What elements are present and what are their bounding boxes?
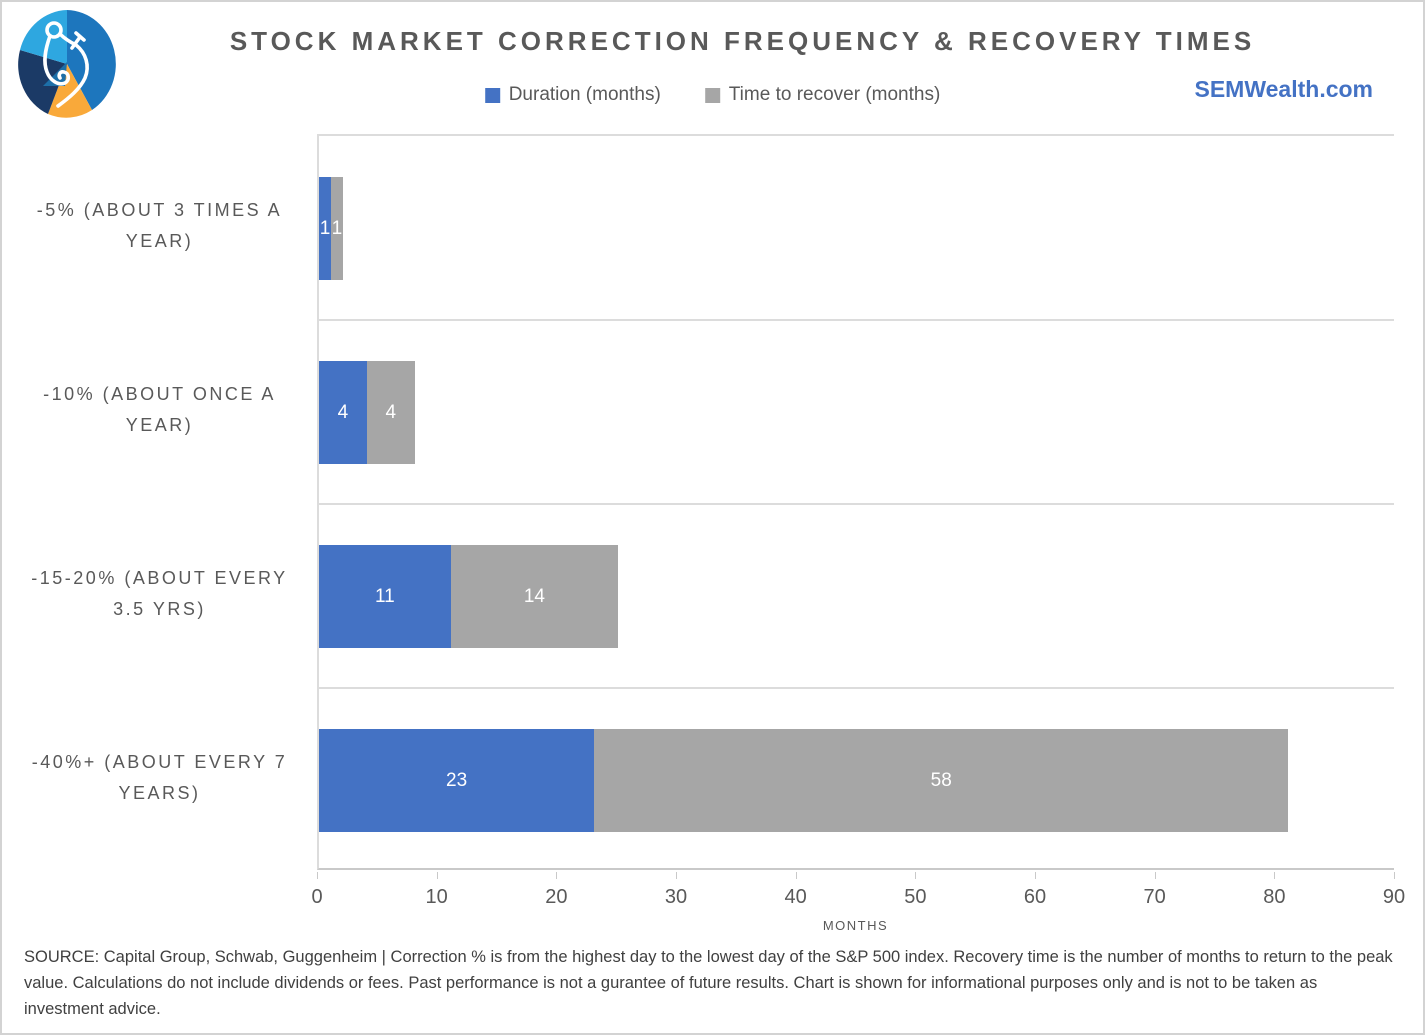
bar-value-label: 1 xyxy=(331,217,343,239)
bar-segment-duration: 4 xyxy=(319,360,367,464)
x-tick-label: 30 xyxy=(664,886,688,908)
plot-area: 1 1 4 4 11 14 23 58 xyxy=(317,134,1394,870)
bar-segment-time: 4 xyxy=(366,360,415,464)
row-separator xyxy=(319,687,1394,689)
x-tick xyxy=(676,872,677,879)
x-tick-label: 70 xyxy=(1143,886,1166,908)
calipers-outline xyxy=(43,21,89,108)
x-tick-label: 20 xyxy=(545,886,568,908)
x-tick-label: 0 xyxy=(311,886,323,908)
x-tick-label: 50 xyxy=(904,886,927,908)
bar-value-label: 11 xyxy=(374,585,395,607)
semwealth-link[interactable]: SEMWealth.com xyxy=(1194,76,1374,102)
bar-segment-time: 58 xyxy=(594,728,1289,832)
row-separator xyxy=(319,503,1394,505)
row-separator xyxy=(319,319,1394,321)
legend-item: Duration (months) xyxy=(484,84,661,106)
category-label: -15-20% (ABOUT EVERY 3.5 YRS) xyxy=(31,568,288,619)
bar-segment-time: 1 xyxy=(330,176,343,280)
x-tick xyxy=(1154,872,1156,879)
category-label: -10% (ABOUT ONCE A YEAR) xyxy=(43,384,276,435)
bar-row: 23 58 xyxy=(319,728,1289,832)
legend-swatch-icon xyxy=(484,87,500,103)
legend-label: Duration (months) xyxy=(508,84,661,105)
x-tick-label: 40 xyxy=(784,886,807,908)
x-tick-label: 90 xyxy=(1382,886,1406,908)
bar-value-label: 58 xyxy=(930,769,952,791)
x-tick xyxy=(317,872,318,879)
x-tick-label: 10 xyxy=(425,886,448,908)
chart-legend: Duration (months) Time to recover (months… xyxy=(484,84,941,106)
category-label: -40%+ (ABOUT EVERY 7 YEARS) xyxy=(31,752,288,803)
x-tick xyxy=(1274,872,1276,879)
bar-segment-duration: 1 xyxy=(319,176,331,280)
legend-swatch-icon xyxy=(704,87,720,103)
x-tick-label: 60 xyxy=(1023,886,1047,908)
page-title: STOCK MARKET CORRECTION FREQUENCY & RECO… xyxy=(229,26,1256,56)
x-tick xyxy=(1035,872,1036,879)
x-tick xyxy=(915,872,917,879)
bar-segment-time: 14 xyxy=(450,544,619,648)
bar-value-label: 4 xyxy=(337,401,349,423)
legend-label: Time to recover (months) xyxy=(728,84,941,105)
bar-segment-duration: 11 xyxy=(319,544,451,648)
source-note: SOURCE: Capital Group, Schwab, Guggenhei… xyxy=(24,948,1393,1018)
x-tick xyxy=(436,872,438,879)
x-tick xyxy=(1394,872,1395,879)
bar-value-label: 14 xyxy=(523,585,545,607)
x-tick xyxy=(556,872,558,879)
x-tick xyxy=(795,872,797,879)
category-label: -5% (ABOUT 3 TIMES A YEAR) xyxy=(36,200,283,251)
bar-value-label: 4 xyxy=(385,401,397,423)
legend-item: Time to recover (months) xyxy=(704,84,941,106)
calipers-logo-icon xyxy=(18,10,116,118)
bar-segment-duration: 23 xyxy=(319,728,595,832)
category-labels: -5% (ABOUT 3 TIMES A YEAR) -10% (ABOUT ON… xyxy=(12,134,307,870)
bar-value-label: 1 xyxy=(319,217,331,239)
x-tick-label: 80 xyxy=(1263,886,1286,908)
bar-row: 11 14 xyxy=(319,544,619,648)
sem-wealth-logo xyxy=(16,10,118,118)
x-axis-title: MONTHS xyxy=(822,918,889,933)
bar-value-label: 23 xyxy=(446,769,468,791)
